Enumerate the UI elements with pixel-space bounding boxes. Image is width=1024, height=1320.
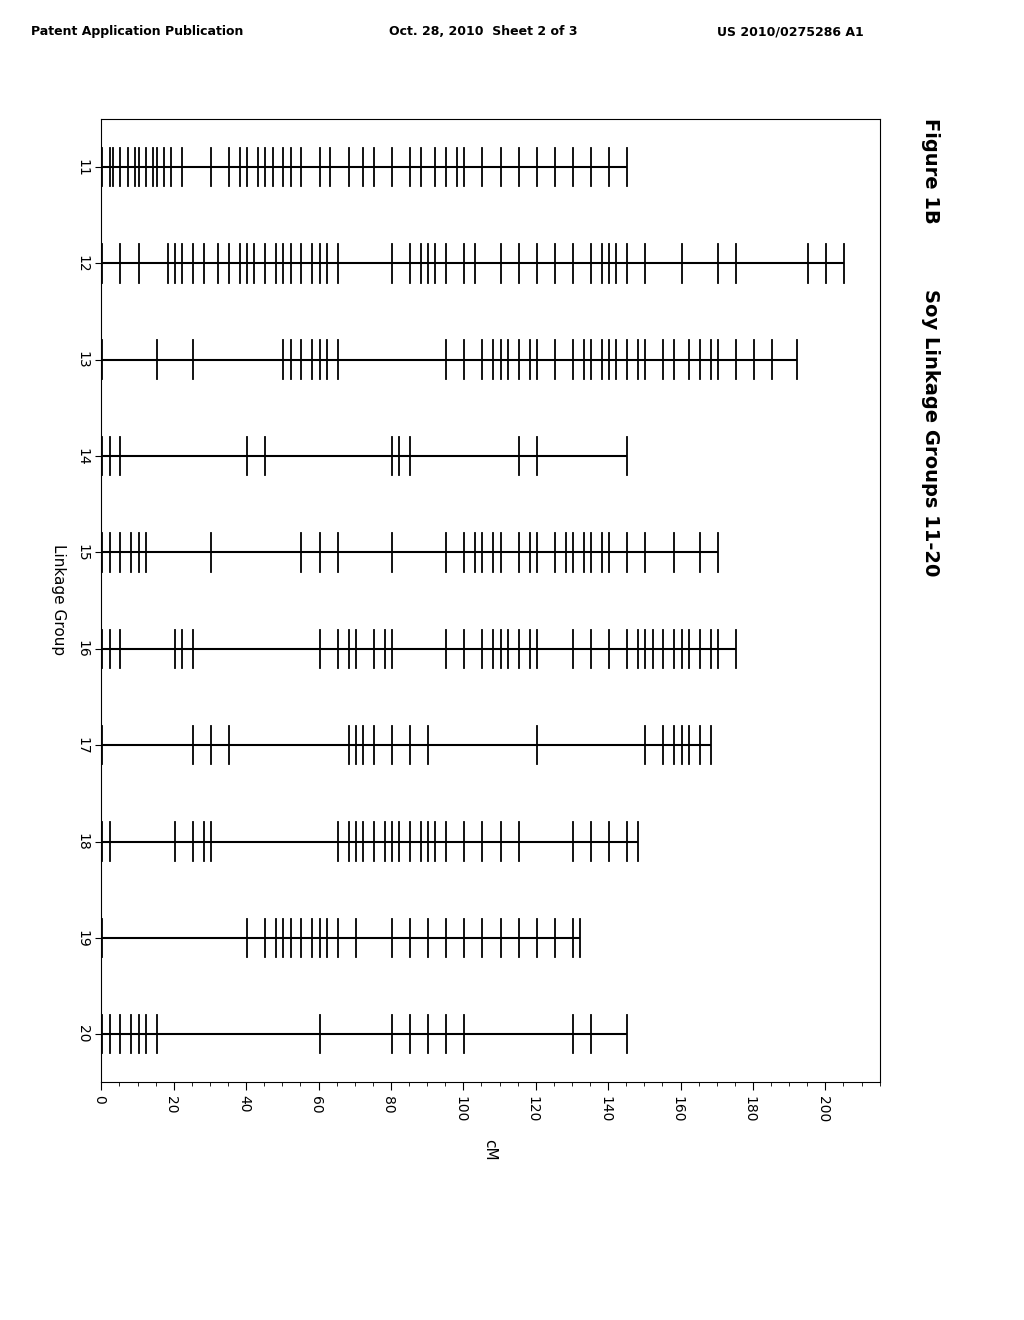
- Text: US 2010/0275286 A1: US 2010/0275286 A1: [717, 25, 863, 38]
- Text: Patent Application Publication: Patent Application Publication: [31, 25, 243, 38]
- Text: Oct. 28, 2010  Sheet 2 of 3: Oct. 28, 2010 Sheet 2 of 3: [389, 25, 578, 38]
